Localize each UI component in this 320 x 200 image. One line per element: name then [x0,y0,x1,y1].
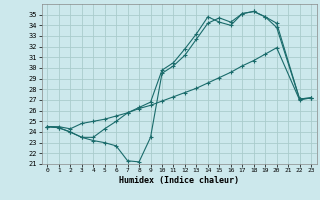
X-axis label: Humidex (Indice chaleur): Humidex (Indice chaleur) [119,176,239,185]
